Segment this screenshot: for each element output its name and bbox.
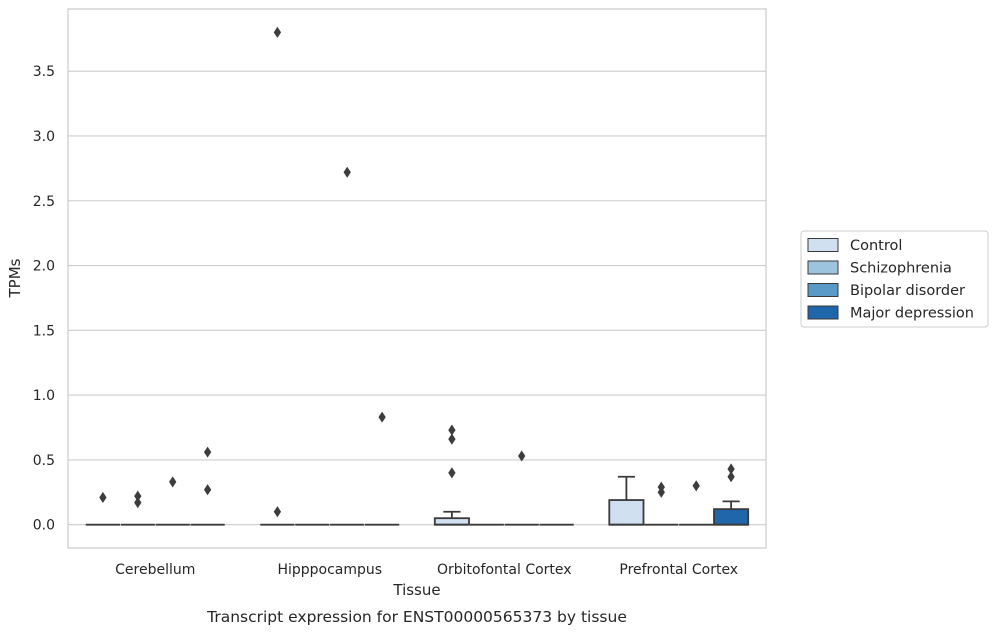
outlier-point [273, 506, 282, 518]
y-axis-label: TPMs [6, 258, 24, 298]
legend-label: Control [850, 238, 902, 254]
outlier-point [273, 26, 282, 38]
outlier-point [203, 484, 212, 496]
box-control [85, 491, 121, 526]
legend: Control Schizophrenia Bipolar disorder Majo… [800, 230, 989, 328]
legend-label: Schizophrenia [850, 261, 952, 277]
box-schizophrenia [644, 481, 679, 526]
box-iqr [433, 517, 470, 526]
x-tick-label: Prefrontal Cortex [619, 562, 738, 578]
x-tick-labels: Cerebellum Hipppocampus Orbitofontal Corte… [115, 562, 738, 578]
box-major-depression [364, 411, 400, 526]
y-tick-label: 3.0 [33, 129, 55, 145]
y-tick-label: 2.0 [33, 259, 55, 275]
outlier-point [378, 411, 386, 423]
legend-label: Bipolar disorder [850, 283, 965, 299]
legend-label: Major depression [850, 306, 974, 322]
y-tick-labels: 0.0 0.5 1.0 1.5 2.0 2.5 3.0 3.5 [33, 64, 55, 533]
legend-swatch [807, 260, 839, 275]
legend-items: Control Schizophrenia Bipolar disorder Majo… [807, 238, 974, 322]
y-tick-label: 1.5 [33, 323, 55, 339]
box-control [260, 26, 295, 526]
outlier-point [657, 481, 665, 493]
outlier-point [203, 446, 212, 458]
outlier-point [727, 471, 735, 483]
box-bipolar-disorder [504, 450, 539, 526]
chart-caption: Transcript expression for ENST0000056537… [206, 608, 627, 626]
outlier-point [343, 166, 351, 178]
outlier-point [99, 491, 107, 504]
box-bipolar-disorder [679, 480, 714, 526]
grid-lines [68, 70, 766, 526]
box-iqr [713, 508, 750, 526]
box-major-depression [190, 446, 225, 526]
box-major-depression [713, 463, 750, 526]
outlier-point [169, 476, 177, 488]
box-iqr [608, 499, 645, 526]
x-axis-label: Tissue [392, 581, 440, 599]
outlier-point [448, 433, 456, 445]
outlier-point [448, 467, 456, 479]
x-tick-label: Cerebellum [115, 562, 195, 578]
y-tick-label: 0.0 [33, 518, 55, 534]
box-bipolar-disorder [330, 166, 365, 526]
legend-swatch [807, 305, 839, 320]
outlier-point [448, 424, 456, 436]
y-tick-label: 1.0 [33, 388, 55, 404]
plot-marks [85, 26, 750, 526]
box-control [433, 424, 470, 526]
legend-swatch [807, 238, 839, 252]
outlier-point [518, 450, 526, 462]
box-schizophrenia [120, 490, 155, 526]
y-tick-label: 3.5 [33, 64, 55, 80]
outlier-point [134, 490, 142, 502]
plot-area-frame [67, 8, 767, 549]
y-tick-label: 0.5 [33, 453, 55, 469]
x-tick-label: Hipppocampus [277, 562, 382, 578]
outlier-point [727, 463, 735, 475]
outlier-point [134, 497, 142, 509]
x-tick-label: Orbitofontal Cortex [437, 562, 572, 578]
legend-swatch [807, 283, 839, 297]
legend-frame [800, 230, 989, 328]
box-bipolar-disorder [155, 476, 190, 526]
y-tick-label: 2.5 [33, 194, 55, 210]
outlier-point [692, 480, 700, 492]
box-control [608, 475, 645, 526]
